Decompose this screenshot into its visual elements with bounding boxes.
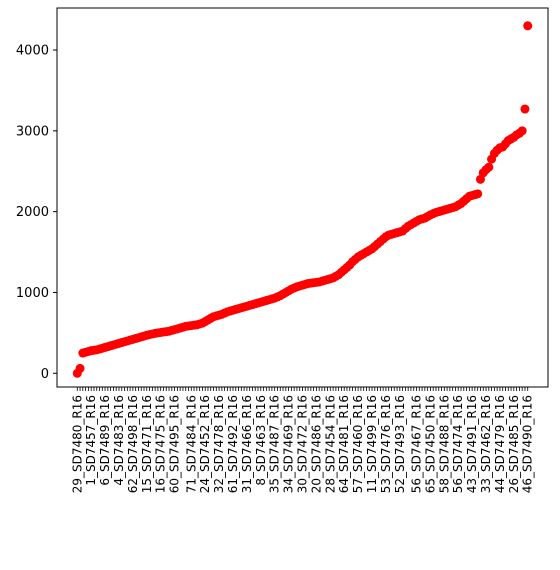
data-point xyxy=(523,21,533,31)
y-tick-label: 3000 xyxy=(16,124,49,139)
x-tick-label: 56_SD7474_R16 xyxy=(451,395,465,493)
data-point xyxy=(484,162,494,172)
x-tick-label: 62_SD7498_R16 xyxy=(126,395,140,493)
y-axis-ticks: 0 1000 2000 3000 4000 xyxy=(16,44,57,382)
x-tick-label: 6_SD7489_R16 xyxy=(98,395,112,486)
x-tick-label: 61_SD7492_R16 xyxy=(226,395,240,493)
x-tick-label: 64_SD7481_R16 xyxy=(337,395,351,493)
x-tick-label: 65_SD7450_R16 xyxy=(423,395,437,493)
data-point xyxy=(75,363,85,373)
x-tick-label: 26_SD7485_R16 xyxy=(507,395,521,493)
x-tick-label: 1_SD7457_R16 xyxy=(84,395,98,486)
x-axis-ticks: 29_SD7480_R16 1_SD7457_R16 6_SD7489_R16 4_S… xyxy=(70,387,535,493)
x-tick-label: 16_SD7475_R16 xyxy=(154,395,168,493)
data-points xyxy=(72,21,533,378)
y-tick-label: 0 xyxy=(41,367,49,382)
x-tick-label: 30_SD7472_R16 xyxy=(296,395,310,493)
x-tick-label: 11_SD7499_R16 xyxy=(365,395,379,493)
plot-area-frame xyxy=(56,7,549,388)
x-tick-label: 4_SD7483_R16 xyxy=(112,395,126,486)
x-tick-label: 32_SD7478_R16 xyxy=(212,395,226,493)
data-point xyxy=(517,126,527,136)
x-tick-label: 56_SD7467_R16 xyxy=(410,395,424,493)
y-tick-label: 4000 xyxy=(16,44,49,59)
y-tick-label: 2000 xyxy=(16,205,49,220)
x-tick-label: 35_SD7487_R16 xyxy=(268,395,282,493)
data-point xyxy=(520,104,530,114)
x-tick-label: 60_SD7495_R16 xyxy=(168,395,182,493)
x-tick-label: 44_SD7479_R16 xyxy=(493,395,507,493)
x-tick-label: 15_SD7471_R16 xyxy=(140,395,154,493)
x-tick-label: 52_SD7493_R16 xyxy=(393,395,407,493)
x-tick-label: 33_SD7462_R16 xyxy=(479,395,493,493)
y-tick-label: 1000 xyxy=(16,286,49,301)
x-tick-label: 31_SD7466_R16 xyxy=(240,395,254,493)
x-tick-label: 29_SD7480_R16 xyxy=(70,395,84,493)
x-tick-label: 46_SD7490_R16 xyxy=(521,395,535,493)
x-tick-label: 24_SD7452_R16 xyxy=(198,395,212,493)
x-tick-label: 20_SD7486_R16 xyxy=(309,395,323,493)
x-tick-label: 53_SD7476_R16 xyxy=(379,395,393,493)
x-tick-label: 58_SD7488_R16 xyxy=(437,395,451,493)
x-tick-label: 28_SD7454_R16 xyxy=(323,395,337,493)
x-tick-label: 57_SD7460_R16 xyxy=(351,395,365,493)
x-tick-label: 8_SD7463_R16 xyxy=(254,395,268,486)
x-tick-label: 71_SD7484_R16 xyxy=(184,395,198,493)
x-tick-label: 43_SD7491_R16 xyxy=(465,395,479,493)
x-tick-label: 34_SD7469_R16 xyxy=(282,395,296,493)
data-point xyxy=(473,189,483,199)
